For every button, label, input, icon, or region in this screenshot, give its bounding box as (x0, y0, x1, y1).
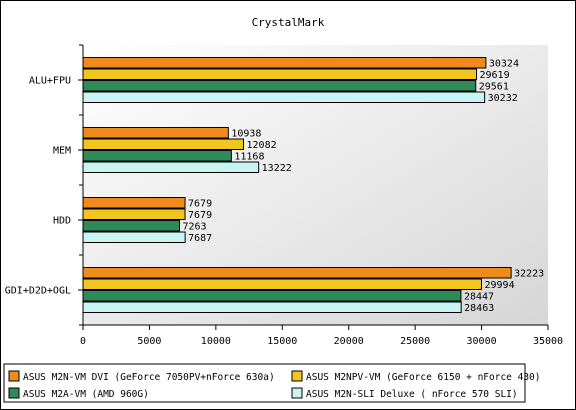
bar-mem-series-4 (82, 161, 260, 173)
data-label: 29619 (480, 70, 510, 81)
data-label: 10938 (231, 129, 261, 140)
x-tick-label: 10000 (201, 336, 231, 347)
data-label: 7687 (188, 233, 212, 244)
bar-hdd-series-2 (82, 208, 186, 220)
legend-swatch (291, 370, 303, 382)
bar-alu-fpu-series-4 (82, 91, 486, 103)
data-label: 12082 (247, 140, 277, 151)
x-tick-label: 15000 (267, 336, 297, 347)
category-label: ALU+FPU (29, 76, 71, 87)
category-label: GDI+D2D+OGL (5, 286, 71, 297)
data-label: 30324 (489, 59, 519, 70)
bar-gdi-d2d-ogl-series-3 (82, 290, 462, 302)
legend-swatch (8, 370, 20, 382)
data-label: 32223 (514, 269, 544, 280)
category-label: MEM (53, 146, 71, 157)
x-tick-label: 35000 (533, 336, 563, 347)
data-label: 30232 (488, 93, 518, 104)
data-label: 11168 (234, 152, 264, 163)
data-label: 29994 (484, 280, 514, 291)
bar-hdd-series-4 (82, 231, 186, 243)
bar-mem-series-2 (82, 138, 245, 150)
legend-label: ASUS M2A-VM (AMD 960G) (23, 389, 149, 400)
x-tick-label: 0 (80, 336, 86, 347)
bar-alu-fpu-series-3 (82, 80, 477, 92)
legend-label: ASUS M2N-VM DVI (GeForce 7050PV+nForce 6… (23, 372, 275, 383)
category-label: HDD (53, 216, 71, 227)
data-label: 7679 (188, 210, 212, 221)
bar-mem-series-1 (82, 127, 229, 139)
legend-box (3, 363, 526, 403)
x-tick-label: 5000 (137, 336, 161, 347)
axes-layer: ALU+FPU MEM HDD GDI+D2D+OGL 0 5000 10000 15000 2… (5, 44, 563, 347)
chart-title: CrystalMark (252, 16, 325, 29)
data-label: 7263 (182, 222, 206, 233)
legend-label: ASUS M2N-SLI Deluxe ( nForce 570 SLI) (306, 389, 518, 400)
x-tick-label: 25000 (400, 336, 430, 347)
legend-swatch (8, 387, 20, 399)
bar-alu-fpu-series-2 (82, 68, 478, 80)
bar-hdd-series-1 (82, 197, 186, 209)
legend-label: ASUS M2NPV-VM (GeForce 6150 + nForce 430… (306, 372, 541, 383)
bar-hdd-series-3 (82, 220, 180, 232)
bar-mem-series-3 (82, 150, 232, 162)
data-label: 13222 (262, 163, 292, 174)
x-tick-label: 20000 (334, 336, 364, 347)
bar-gdi-d2d-ogl-series-4 (82, 301, 462, 313)
data-label: 28463 (464, 303, 494, 314)
data-label: 28447 (464, 292, 494, 303)
legend-swatch (291, 387, 303, 399)
data-label: 7679 (188, 199, 212, 210)
x-tick-label: 30000 (467, 336, 497, 347)
legend: ASUS M2N-VM DVI (GeForce 7050PV+nForce 6… (3, 363, 541, 403)
bar-gdi-d2d-ogl-series-2 (82, 278, 482, 290)
bar-alu-fpu-series-1 (82, 57, 487, 69)
bar-gdi-d2d-ogl-series-1 (82, 267, 512, 279)
data-label: 29561 (479, 82, 509, 93)
